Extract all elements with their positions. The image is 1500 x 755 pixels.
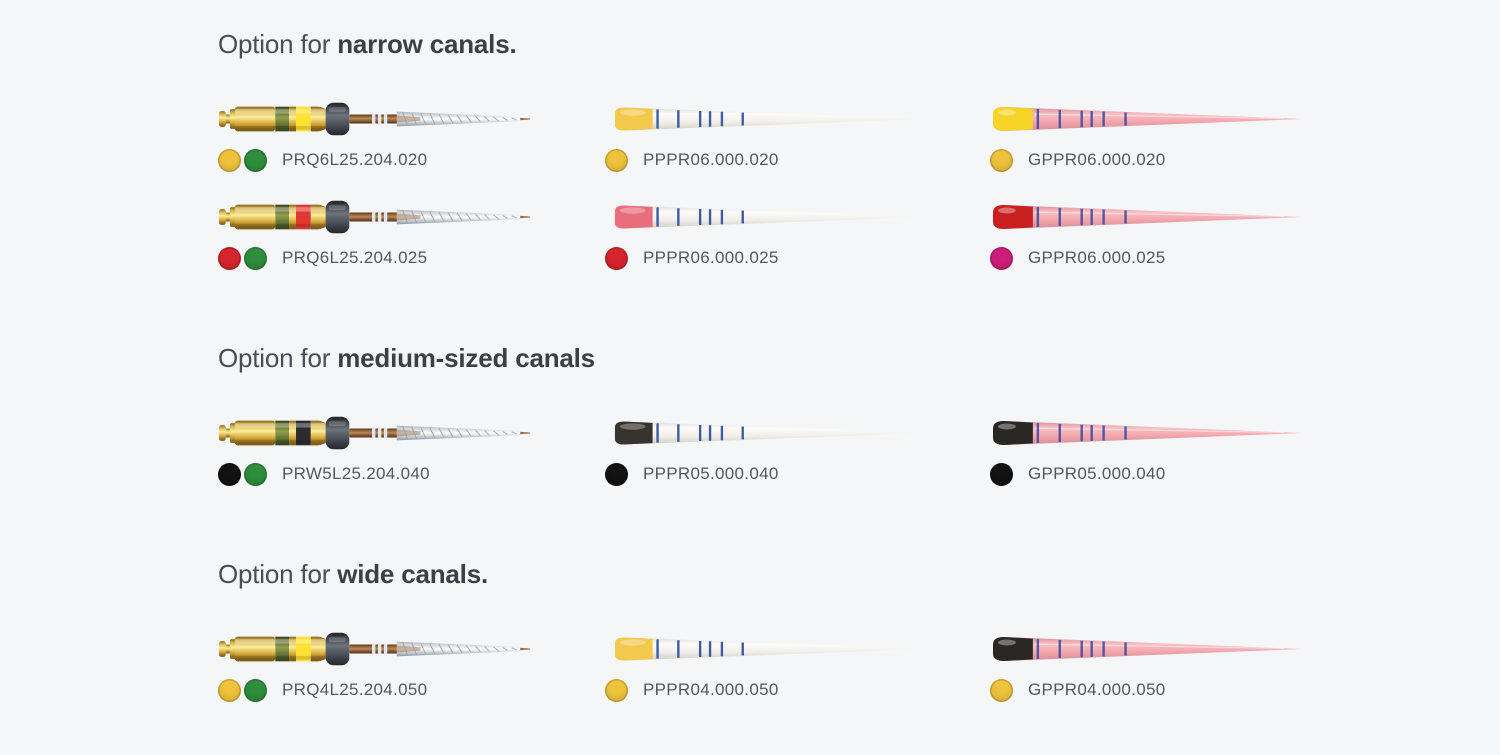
product-meta: PPPR05.000.040 — [605, 461, 990, 487]
product-cell-paper-point: PPPR06.000.025 — [605, 197, 990, 271]
heading-regular: Option for — [218, 29, 338, 59]
gutta-percha-image — [992, 637, 1303, 661]
gutta-percha-point-image-wrap — [990, 197, 1376, 237]
color-dot-yellow — [605, 678, 628, 702]
color-dot-yellow — [990, 678, 1013, 702]
color-dot-black — [990, 462, 1013, 486]
rotary-file-image — [218, 632, 531, 666]
product-row: PRQ6L25.204.020 PPPR06.000.020 GPPR06.00… — [218, 99, 1500, 173]
rotary-file-image-wrap — [218, 629, 605, 669]
heading-bold: narrow canals. — [337, 29, 517, 59]
paper-point-image-wrap — [605, 629, 990, 669]
product-meta: GPPR06.000.025 — [990, 245, 1376, 271]
canal-option-section: Option for wide canals. PRQ4L25.204 — [218, 557, 1500, 703]
product-code: GPPR04.000.050 — [1028, 680, 1166, 699]
gutta-percha-image — [992, 421, 1303, 445]
product-code: PRQ4L25.204.050 — [282, 680, 428, 699]
product-cell-rotary-file: PRQ6L25.204.025 — [218, 197, 605, 271]
product-row: PRW5L25.204.040 PPPR05.000.040 GPPR05.00… — [218, 413, 1500, 487]
color-dot-black — [605, 462, 628, 486]
color-dot-green — [244, 462, 267, 486]
gutta-percha-point-image-wrap — [990, 629, 1376, 669]
product-cell-rotary-file: PRW5L25.204.040 — [218, 413, 605, 487]
paper-point-image — [614, 637, 917, 661]
heading-regular: Option for — [218, 343, 338, 373]
color-dot-green — [244, 246, 267, 270]
paper-point-image-wrap — [605, 413, 990, 453]
color-dot-yellow — [605, 148, 628, 172]
product-cell-gutta-percha-point: GPPR04.000.050 — [990, 629, 1376, 703]
paper-point-image-wrap — [605, 99, 990, 139]
product-code: PPPR04.000.050 — [643, 680, 779, 699]
product-cell-paper-point: PPPR05.000.040 — [605, 413, 990, 487]
heading-bold: medium-sized canals — [337, 343, 595, 373]
paper-point-image — [614, 107, 917, 131]
color-dot-magenta — [990, 246, 1013, 270]
rotary-file-image-wrap — [218, 413, 605, 453]
product-code: GPPR06.000.020 — [1028, 150, 1166, 169]
color-dot-red — [218, 246, 241, 270]
gutta-percha-image — [992, 205, 1303, 229]
product-code: PPPR05.000.040 — [643, 464, 779, 483]
product-cell-rotary-file: PRQ4L25.204.050 — [218, 629, 605, 703]
product-code: PRQ6L25.204.025 — [282, 248, 428, 267]
catalog: Option for narrow canals. PRQ6L25.2 — [218, 27, 1500, 703]
product-code: PPPR06.000.025 — [643, 248, 779, 267]
heading-regular: Option for — [218, 559, 338, 589]
product-code: PRW5L25.204.040 — [282, 464, 430, 483]
gutta-percha-point-image-wrap — [990, 413, 1376, 453]
product-cell-gutta-percha-point: GPPR05.000.040 — [990, 413, 1376, 487]
product-meta: PRQ6L25.204.025 — [218, 245, 605, 271]
product-meta: PRQ4L25.204.050 — [218, 677, 605, 703]
product-cell-rotary-file: PRQ6L25.204.020 — [218, 99, 605, 173]
rotary-file-image-wrap — [218, 99, 605, 139]
color-dot-yellow — [218, 678, 241, 702]
product-meta: GPPR04.000.050 — [990, 677, 1376, 703]
product-cell-paper-point: PPPR04.000.050 — [605, 629, 990, 703]
product-row: PRQ4L25.204.050 PPPR04.000.050 GPPR04.00… — [218, 629, 1500, 703]
product-cell-gutta-percha-point: GPPR06.000.025 — [990, 197, 1376, 271]
color-dot-yellow — [990, 148, 1013, 172]
product-meta: PRW5L25.204.040 — [218, 461, 605, 487]
product-row: PRQ6L25.204.025 PPPR06.000.025 GPPR06.00… — [218, 197, 1500, 271]
product-meta: PPPR04.000.050 — [605, 677, 990, 703]
rotary-file-image — [218, 416, 531, 450]
product-meta: GPPR05.000.040 — [990, 461, 1376, 487]
section-heading: Option for medium-sized canals — [218, 341, 1500, 375]
section-heading: Option for wide canals. — [218, 557, 1500, 591]
product-meta: PRQ6L25.204.020 — [218, 147, 605, 173]
product-code: GPPR06.000.025 — [1028, 248, 1166, 267]
color-dot-green — [244, 148, 267, 172]
gutta-percha-point-image-wrap — [990, 99, 1376, 139]
color-dot-black — [218, 462, 241, 486]
section-heading: Option for narrow canals. — [218, 27, 1500, 61]
heading-bold: wide canals. — [337, 559, 488, 589]
product-code: GPPR05.000.040 — [1028, 464, 1166, 483]
rotary-file-image-wrap — [218, 197, 605, 237]
product-code: PPPR06.000.020 — [643, 150, 779, 169]
product-code: PRQ6L25.204.020 — [282, 150, 428, 169]
canal-option-section: Option for narrow canals. PRQ6L25.2 — [218, 27, 1500, 271]
product-meta: GPPR06.000.020 — [990, 147, 1376, 173]
rotary-file-image — [218, 102, 531, 136]
paper-point-image — [614, 421, 917, 445]
paper-point-image — [614, 205, 917, 229]
color-dot-yellow — [218, 148, 241, 172]
product-meta: PPPR06.000.020 — [605, 147, 990, 173]
gutta-percha-image — [992, 107, 1303, 131]
canal-option-section: Option for medium-sized canals PRW5 — [218, 341, 1500, 487]
product-cell-paper-point: PPPR06.000.020 — [605, 99, 990, 173]
product-meta: PPPR06.000.025 — [605, 245, 990, 271]
product-cell-gutta-percha-point: GPPR06.000.020 — [990, 99, 1376, 173]
color-dot-red — [605, 246, 628, 270]
rotary-file-image — [218, 200, 531, 234]
color-dot-green — [244, 678, 267, 702]
paper-point-image-wrap — [605, 197, 990, 237]
